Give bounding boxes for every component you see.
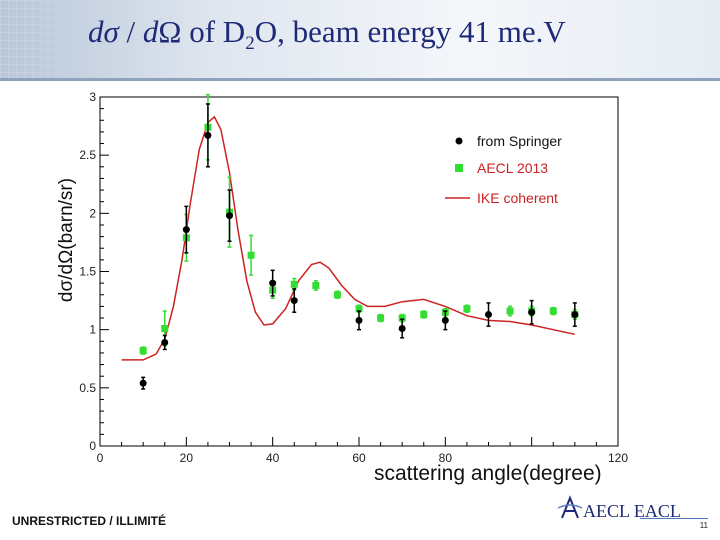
data-point-from-springer [485,311,492,319]
data-point-from-springer [290,297,298,305]
legend-marker-from-springer [455,137,463,145]
y-tick-label: 1.5 [79,265,96,279]
data-point-from-springer [269,279,277,287]
title-subscript: 2 [245,33,255,55]
title-slash: / [118,14,143,49]
x-tick-label: 40 [266,451,280,465]
legend: from Springer AECL 2013 IKE coherent [445,133,562,206]
y-tick-label: 3 [89,90,96,104]
data-point-from-springer [139,379,147,387]
series-from-springer [139,103,579,390]
title-d2: d [142,14,159,49]
data-point-aecl-2013 [420,311,428,319]
data-point-aecl-2013 [506,307,514,315]
data-point-from-springer [571,311,579,319]
slide-header [0,0,720,78]
data-point-aecl-2013 [333,291,341,299]
title-of: of D [181,14,246,49]
data-point-from-springer [528,308,536,316]
data-point-from-springer [182,226,190,234]
y-tick-label: 1 [89,323,96,337]
y-tick-label: 2.5 [79,148,96,162]
x-tick-label: 0 [97,451,104,465]
data-point-aecl-2013 [377,314,385,322]
header-rule [0,78,720,81]
data-point-aecl-2013 [290,280,298,288]
slide-title: dσ / dΩ of D2O, beam energy 41 me.V [88,14,566,55]
footer-rule [640,518,708,519]
y-tick-label: 0 [89,439,96,453]
data-point-aecl-2013 [549,307,557,315]
data-point-aecl-2013 [355,305,363,313]
title-sigma: σ [103,14,119,49]
title-d1: d [88,14,104,49]
aecl-logo-icon [557,495,583,519]
y-axis-ticks: 0 0.5 1 1.5 2 2.5 3 [79,90,109,453]
x-tick-label: 60 [352,451,366,465]
data-point-aecl-2013 [139,347,147,355]
legend-label-aecl-2013: AECL 2013 [477,160,548,176]
plot-frame [99,96,619,447]
y-axis-label: dσ/dΩ(barn/sr) [56,178,77,302]
y-tick-label: 2 [89,206,96,220]
y-tick-label: 0.5 [79,381,96,395]
title-rest: O, beam energy 41 me.V [254,14,566,49]
page-number: 11 [699,521,708,530]
x-tick-label: 80 [439,451,453,465]
legend-marker-aecl-2013 [455,164,463,172]
x-tick-label: 120 [608,451,628,465]
header-grid-decoration [0,0,70,78]
data-point-from-springer [398,325,406,333]
legend-label-ike-coherent: IKE coherent [477,190,558,206]
logo-text: AECL EACL [583,501,681,521]
title-omega: Ω [158,14,182,49]
data-point-aecl-2013 [463,305,471,313]
series-line-ike-coherent [121,115,575,361]
data-point-aecl-2013 [398,314,406,322]
data-point-aecl-2013 [161,325,169,333]
x-axis-ticks: 0 20 40 60 80 120 [97,437,628,465]
data-point-from-springer [441,316,449,324]
data-point-aecl-2013 [312,281,320,289]
data-point-from-springer [204,131,212,139]
data-point-aecl-2013 [247,251,255,259]
footer-classification: UNRESTRICTED / ILLIMITÉ [12,514,166,528]
legend-label-from-springer: from Springer [477,133,562,149]
data-point-from-springer [161,338,169,346]
data-point-from-springer [355,316,363,324]
x-tick-label: 20 [180,451,194,465]
x-axis-label: scattering angle(degree) [374,462,602,485]
data-point-from-springer [226,212,233,220]
